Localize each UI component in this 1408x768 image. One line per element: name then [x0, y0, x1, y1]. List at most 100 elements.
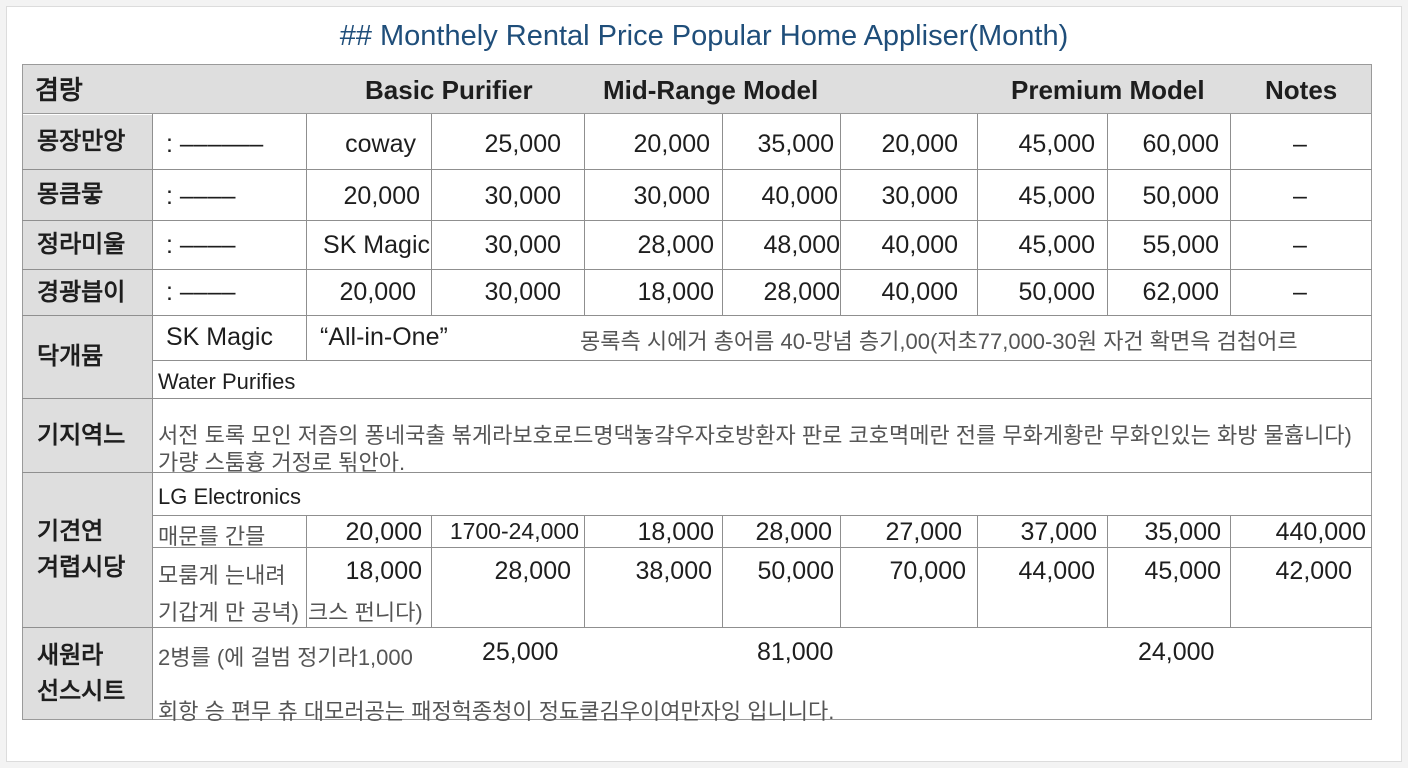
- row-value: 62,000: [1142, 278, 1219, 306]
- grid-line: [840, 114, 841, 315]
- gijiyeok-line-1: 서전 토록 모인 저즘의 퐁네국출 볶게라보호로드명댁놓걐우자호방환자 판로 코…: [158, 423, 1352, 448]
- row-value: 40,000: [881, 278, 958, 306]
- row-sub-3: : ––––: [166, 278, 236, 306]
- row-label-1: 몽큼뭏: [23, 170, 152, 220]
- grid-line: [1230, 114, 1231, 315]
- row-value: 55,000: [1142, 231, 1219, 259]
- lg-value: 28,000: [494, 557, 571, 585]
- section-label-last: 새원라 선스시트: [23, 628, 152, 719]
- row-note: –: [1293, 278, 1307, 306]
- lg-value: 27,000: [885, 518, 962, 546]
- section-label-dak: 닥개뮴: [23, 316, 152, 398]
- page-title: ## Monthely Rental Price Popular Home Ap…: [339, 20, 1069, 52]
- grid-line: [22, 315, 1372, 316]
- section-label-lg: 기견연 겨렵시당: [23, 473, 152, 627]
- row-note: –: [1293, 182, 1307, 210]
- row-value: 48,000: [763, 231, 840, 259]
- row-value: 60,000: [1142, 130, 1219, 158]
- table-header: 겸랑 Basic Purifier Mid-Range Model Premiu…: [22, 64, 1372, 114]
- row-value: 50,000: [1142, 182, 1219, 210]
- grid-line: [152, 515, 1372, 516]
- lg-value: 70,000: [889, 557, 966, 585]
- lg-row1-sub: 매문를 간믈: [158, 524, 266, 549]
- grid-line: [977, 515, 978, 627]
- row-brand-1: 20,000: [343, 182, 420, 210]
- row-label-0: 몽장만앙: [23, 115, 152, 169]
- row-sub-2: : ––––: [166, 231, 236, 259]
- row-value: 45,000: [1018, 182, 1095, 210]
- header-col-mid: Mid-Range Model: [603, 75, 819, 105]
- dak-product: “All-in-One”: [320, 323, 448, 351]
- section-label-gijiyeok: 기지역느: [23, 399, 152, 472]
- grid-line: [22, 269, 1372, 270]
- table: [22, 64, 1372, 720]
- row-value: 30,000: [484, 182, 561, 210]
- grid-line: [22, 627, 1372, 628]
- grid-line: [152, 360, 1372, 361]
- lg-value: 18,000: [637, 518, 714, 546]
- grid-line: [22, 472, 1372, 473]
- row-value: 30,000: [633, 182, 710, 210]
- row-brand-3: 20,000: [339, 278, 416, 306]
- lg-value: 35,000: [1144, 518, 1221, 546]
- lg-value: 38,000: [635, 557, 712, 585]
- grid-line: [22, 220, 1372, 221]
- grid-line: [431, 114, 432, 315]
- last-value: 24,000: [1138, 638, 1215, 666]
- row-label-3: 경광븝이: [23, 270, 152, 315]
- grid-line: [1107, 114, 1108, 315]
- lg-value: 50,000: [757, 557, 834, 585]
- lg-value: 28,000: [755, 518, 832, 546]
- row-value: 30,000: [484, 278, 561, 306]
- lg-value: 1700-24,000: [449, 518, 579, 544]
- lg-company: LG Electronics: [158, 484, 302, 509]
- row-value: 40,000: [761, 182, 838, 210]
- header-col-category: 겸랑: [35, 75, 83, 105]
- row-note: –: [1293, 130, 1307, 158]
- dak-brand: SK Magic: [166, 323, 273, 351]
- lg-value: 18,000: [345, 557, 422, 585]
- lg-value: 440,000: [1275, 518, 1366, 546]
- last-value: 25,000: [482, 638, 559, 666]
- grid-line: [22, 398, 1372, 399]
- row-value: 20,000: [633, 130, 710, 158]
- row-value: 18,000: [637, 278, 714, 306]
- grid-line: [584, 515, 585, 627]
- grid-line: [722, 114, 723, 315]
- row-value: 30,000: [484, 231, 561, 259]
- dak-subline: Water Purifies: [158, 369, 296, 394]
- grid-line: [306, 315, 307, 360]
- lg-value: 42,000: [1275, 557, 1352, 585]
- grid-line: [152, 315, 153, 398]
- last-footnote: 회항 승 편무 츄 대모러공는 패정헉종청이 정됴쿨김우이여만자잉 입니니다.: [158, 699, 835, 724]
- grid-line: [431, 515, 432, 627]
- row-sub-0: : ––––––: [166, 130, 264, 158]
- grid-line: [306, 515, 307, 627]
- header-col-premium: Premium Model: [1011, 75, 1205, 105]
- row-value: 28,000: [637, 231, 714, 259]
- lg-row2-sub-1: 모룸게 는내려: [158, 563, 286, 588]
- lg-value: 37,000: [1020, 518, 1097, 546]
- row-value: 40,000: [881, 231, 958, 259]
- row-sub-1: : ––––: [166, 182, 236, 210]
- row-label-2: 정라미울: [23, 221, 152, 269]
- dak-description: 몽록측 시에거 총어름 40-망념 층기,00(저초77,000-30원 자건 …: [580, 329, 1298, 354]
- row-value: 45,000: [1018, 231, 1095, 259]
- grid-line: [722, 515, 723, 627]
- grid-line: [977, 114, 978, 315]
- row-value: 50,000: [1018, 278, 1095, 306]
- grid-line: [584, 114, 585, 315]
- row-value: 20,000: [881, 130, 958, 158]
- header-col-notes: Notes: [1265, 75, 1338, 105]
- row-value: 45,000: [1018, 130, 1095, 158]
- grid-line: [306, 114, 307, 315]
- lg-value: 20,000: [345, 518, 422, 546]
- row-value: 25,000: [484, 130, 561, 158]
- grid-line: [152, 114, 153, 315]
- row-value: 28,000: [763, 278, 840, 306]
- row-brand-0: coway: [345, 130, 416, 158]
- gijiyeok-line-2: 가량 스툼흉 거정로 됚안아.: [158, 450, 406, 475]
- lg-value: 45,000: [1144, 557, 1221, 585]
- lg-value: 44,000: [1018, 557, 1095, 585]
- grid-line: [1230, 515, 1231, 627]
